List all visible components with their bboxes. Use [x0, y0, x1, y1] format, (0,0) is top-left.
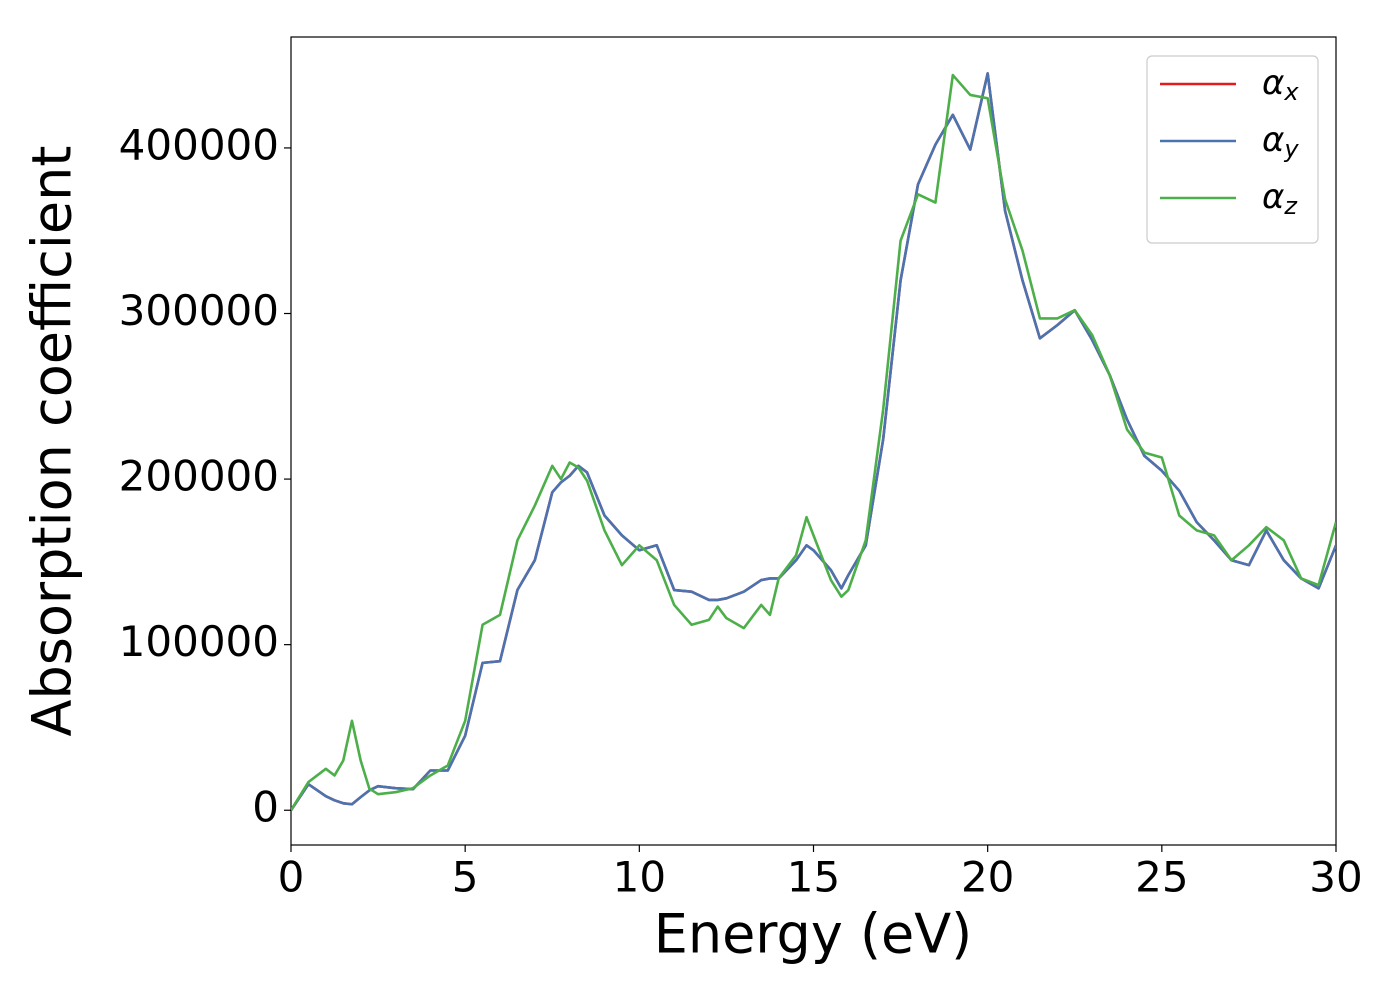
legend-label: αz: [1262, 177, 1298, 221]
legend-box: [1146, 55, 1319, 244]
legend-label: αy: [1262, 120, 1299, 164]
y-tick-label: 100000: [119, 617, 279, 666]
y-tick-label: 200000: [119, 452, 279, 501]
y-tick-label: 400000: [119, 120, 279, 169]
x-tick-label: 30: [1309, 853, 1362, 902]
legend-label: αx: [1262, 63, 1299, 107]
y-axis-label: Absorption coefficient: [21, 146, 84, 737]
x-tick-label: 25: [1135, 853, 1188, 902]
x-axis-label: Energy (eV): [654, 903, 973, 966]
x-tick-label: 0: [278, 853, 305, 902]
y-tick-label: 300000: [119, 286, 279, 335]
y-tick-label: 0: [252, 783, 279, 832]
x-tick-label: 20: [961, 853, 1014, 902]
x-tick-label: 15: [787, 853, 840, 902]
x-tick-label: 5: [452, 853, 479, 902]
series-line: [291, 73, 1336, 811]
x-tick-label: 10: [613, 853, 666, 902]
